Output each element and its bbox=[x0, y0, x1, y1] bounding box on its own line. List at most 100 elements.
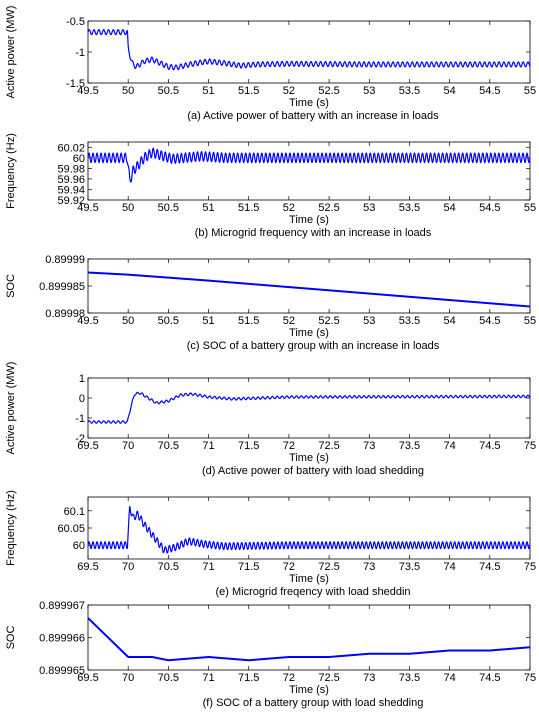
y-tick-label: -0.5 bbox=[66, 16, 85, 28]
x-tick-label: 51.5 bbox=[238, 85, 259, 97]
x-tick-label: 74.5 bbox=[479, 672, 500, 684]
x-tick-label: 71 bbox=[202, 561, 214, 573]
plot-frame bbox=[87, 604, 531, 671]
y-axis-label: Active power (MW) bbox=[5, 362, 17, 455]
chart-panel-6: 69.5 70 70.5 71 71.5 72 72.5 73 73.5 74 74.5 75 0.89… bbox=[5, 600, 536, 709]
y-tick-label: -1 bbox=[75, 47, 85, 59]
y-axis-label: Frequency (Hz) bbox=[5, 490, 17, 566]
x-tick-label: 53.5 bbox=[399, 315, 420, 327]
x-tick-label: 55 bbox=[524, 85, 536, 97]
panel-caption: (e) Microgrid freqency with load sheddin bbox=[215, 586, 410, 598]
x-tick-label: 71 bbox=[202, 672, 214, 684]
x-axis-label: Time (s) bbox=[289, 214, 329, 226]
x-tick-label: 54 bbox=[444, 85, 456, 97]
x-tick-label: 72.5 bbox=[318, 561, 339, 573]
x-axis-label: Time (s) bbox=[289, 684, 329, 696]
x-tick-label: 75 bbox=[524, 561, 536, 573]
x-tick-label: 71.5 bbox=[238, 440, 259, 452]
y-axis-label: SOC bbox=[5, 274, 17, 298]
x-tick-label: 70 bbox=[122, 561, 134, 573]
y-tick-label: -1.5 bbox=[66, 78, 85, 90]
series-line bbox=[87, 147, 531, 183]
series-line bbox=[87, 506, 531, 554]
x-tick-label: 70 bbox=[122, 440, 134, 452]
x-tick-label: 51.5 bbox=[238, 315, 259, 327]
x-tick-label: 50 bbox=[122, 315, 134, 327]
x-tick-label: 53.5 bbox=[399, 202, 420, 214]
x-tick-label: 54.5 bbox=[479, 202, 500, 214]
panel-caption: (a) Active power of battery with an incr… bbox=[187, 110, 439, 122]
panel-caption: (d) Active power of battery with load sh… bbox=[202, 465, 424, 477]
y-tick-label: -1 bbox=[75, 413, 85, 425]
y-tick-label: 0.899985 bbox=[39, 281, 85, 293]
x-tick-label: 52.5 bbox=[318, 202, 339, 214]
x-tick-label: 72 bbox=[283, 440, 295, 452]
x-tick-label: 70.5 bbox=[158, 561, 179, 573]
chart-panel-3: 49.5 50 50.5 51 51.5 52 52.5 53 53.5 54 54.5 55 0.89… bbox=[5, 254, 536, 352]
x-tick-label: 73.5 bbox=[399, 672, 420, 684]
x-tick-label: 69.5 bbox=[77, 561, 98, 573]
chart-panel-5: 69.5 70 70.5 71 71.5 72 72.5 73 73.5 74 74.5 75 60.1… bbox=[5, 490, 536, 598]
y-axis-label: Active power (MW) bbox=[5, 6, 17, 99]
x-tick-label: 74 bbox=[444, 440, 456, 452]
plot-frame bbox=[87, 20, 531, 84]
chart-panel-2: 49.5 50 50.5 51 51.5 52 52.5 53 53.5 54 54.5 55 60.0… bbox=[5, 133, 536, 239]
x-tick-label: 73 bbox=[363, 672, 375, 684]
x-tick-label: 52.5 bbox=[318, 315, 339, 327]
x-tick-label: 70 bbox=[122, 672, 134, 684]
x-tick-label: 52 bbox=[283, 202, 295, 214]
panel-caption: (f) SOC of a battery group with load she… bbox=[203, 697, 424, 709]
series-line bbox=[87, 271, 531, 308]
x-tick-label: 53 bbox=[363, 315, 375, 327]
x-tick-label: 50 bbox=[122, 85, 134, 97]
x-tick-label: 52 bbox=[283, 85, 295, 97]
x-tick-label: 53 bbox=[363, 85, 375, 97]
x-axis-label: Time (s) bbox=[289, 573, 329, 585]
y-tick-label: 60 bbox=[73, 540, 85, 552]
panel-caption: (c) SOC of a battery group with an incre… bbox=[187, 340, 440, 352]
x-tick-label: 54 bbox=[444, 202, 456, 214]
x-tick-label: 71.5 bbox=[238, 672, 259, 684]
x-tick-label: 50.5 bbox=[158, 202, 179, 214]
x-tick-label: 49.5 bbox=[77, 85, 98, 97]
x-tick-label: 70.5 bbox=[158, 672, 179, 684]
y-tick-label: 59.94 bbox=[57, 184, 85, 196]
x-tick-label: 70.5 bbox=[158, 440, 179, 452]
plot-frame bbox=[87, 496, 531, 560]
y-tick-label: 0 bbox=[79, 393, 85, 405]
x-axis-label: Time (s) bbox=[289, 452, 329, 464]
y-tick-label: 0.899965 bbox=[39, 665, 85, 677]
x-tick-label: 72 bbox=[283, 561, 295, 573]
chart-panel-4: 69.5 70 70.5 71 71.5 72 72.5 73 73.5 74 74.5 75 1 0 -1… bbox=[5, 362, 536, 477]
y-tick-label: 60 bbox=[73, 153, 85, 165]
x-tick-label: 50.5 bbox=[158, 85, 179, 97]
y-tick-label: 0.89999 bbox=[45, 254, 85, 266]
x-tick-label: 72.5 bbox=[318, 440, 339, 452]
y-tick-label: 0.899967 bbox=[39, 600, 85, 612]
x-tick-label: 73.5 bbox=[399, 561, 420, 573]
x-tick-label: 50.5 bbox=[158, 315, 179, 327]
plot-frame bbox=[87, 258, 531, 314]
x-tick-label: 74.5 bbox=[479, 440, 500, 452]
series-line bbox=[87, 391, 531, 424]
y-tick-label: 59.98 bbox=[57, 163, 85, 175]
x-tick-label: 73 bbox=[363, 440, 375, 452]
x-tick-label: 51 bbox=[202, 202, 214, 214]
y-tick-label: 60.1 bbox=[64, 506, 85, 518]
y-tick-label: 59.92 bbox=[57, 195, 85, 207]
x-tick-label: 53.5 bbox=[399, 85, 420, 97]
panel-caption: (b) Microgrid frequency with an increase… bbox=[195, 227, 432, 239]
x-tick-label: 55 bbox=[524, 202, 536, 214]
plot-frame bbox=[87, 141, 531, 201]
x-tick-label: 51 bbox=[202, 315, 214, 327]
chart-panel-1: 49.5 50 50.5 51 51.5 52 52.5 53 53.5 54 54.5 55 -0.5… bbox=[5, 6, 536, 122]
x-tick-label: 74 bbox=[444, 672, 456, 684]
x-tick-label: 74 bbox=[444, 561, 456, 573]
x-tick-label: 74.5 bbox=[479, 561, 500, 573]
y-tick-label: -2 bbox=[75, 433, 85, 445]
x-tick-label: 69.5 bbox=[77, 440, 98, 452]
y-tick-label: 0.89998 bbox=[45, 308, 85, 320]
x-tick-label: 54.5 bbox=[479, 315, 500, 327]
